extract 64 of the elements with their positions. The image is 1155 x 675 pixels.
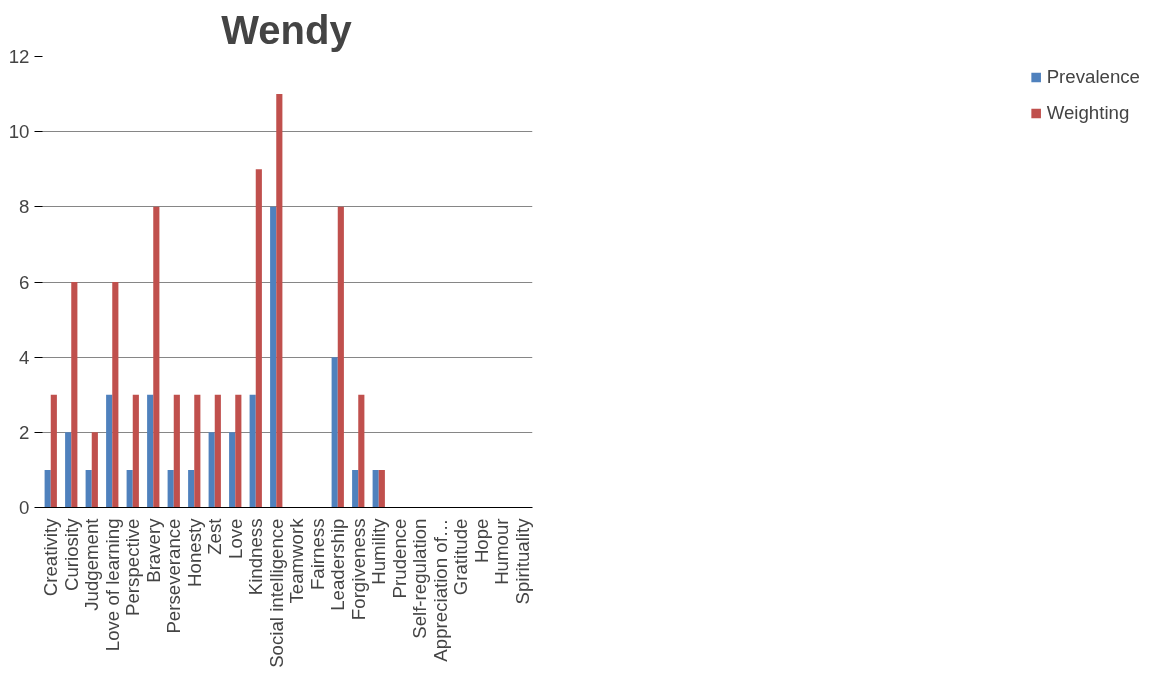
x-tick-label: Fairness (306, 518, 328, 591)
bar (194, 394, 201, 508)
bar (188, 469, 195, 508)
bar (358, 394, 365, 508)
x-tick-label: Perspective (122, 518, 144, 616)
x-tick-label: Bravery (142, 517, 164, 583)
x-tick-label: Kindness (245, 518, 267, 596)
x-tick-label: Love (224, 518, 246, 559)
bar (50, 394, 57, 508)
chart-title: Wendy (221, 7, 353, 52)
x-tick-label: Zest (204, 517, 226, 555)
x-tick-label: Self-regulation (409, 518, 431, 639)
bar (44, 469, 51, 508)
bar (276, 94, 283, 508)
bar (167, 469, 174, 508)
y-tick-label: 10 (8, 121, 30, 143)
y-tick-label: 0 (19, 497, 30, 518)
bar (331, 357, 338, 508)
x-tick-label: Humour (491, 518, 513, 585)
bar (249, 394, 256, 508)
x-tick-label: Humility (368, 517, 390, 585)
bar (65, 432, 72, 508)
x-tick-label: Hope (470, 518, 492, 564)
y-tick-label: 12 (8, 46, 30, 67)
bar (214, 394, 221, 508)
bar (132, 394, 139, 508)
bar (106, 394, 113, 508)
bar (352, 469, 359, 508)
y-tick-label: 6 (19, 271, 30, 293)
bar (208, 432, 215, 508)
bar (255, 169, 262, 508)
bar (378, 469, 385, 508)
bar (235, 394, 242, 508)
x-tick-label: Creativity (40, 517, 62, 597)
x-tick-label: Gratitude (450, 518, 472, 596)
x-tick-label: Social intelligence (265, 518, 287, 668)
x-tick-label: Appreciation of… (429, 518, 451, 662)
bar (147, 394, 154, 508)
x-tick-label: Spirituality (511, 517, 533, 605)
x-tick-label: Forgiveness (347, 518, 369, 621)
legend-label: Prevalence (1046, 66, 1140, 88)
y-tick-label: 8 (19, 196, 30, 218)
x-tick-label: Leadership (327, 518, 349, 611)
bar (91, 432, 98, 508)
x-tick-label: Perseverance (163, 518, 185, 634)
bar (112, 282, 119, 508)
bar (85, 469, 92, 508)
bar (229, 432, 236, 508)
bar (126, 469, 133, 508)
x-tick-label: Teamwork (286, 517, 308, 604)
y-tick-label: 4 (19, 346, 30, 368)
bar (71, 282, 78, 508)
x-tick-label: Love of learning (101, 518, 123, 652)
y-tick-label: 2 (19, 421, 30, 443)
bar (153, 206, 160, 508)
x-tick-label: Curiosity (60, 517, 82, 592)
bar (337, 206, 344, 508)
bar (372, 469, 379, 508)
x-tick-label: Judgement (81, 517, 103, 611)
bar (173, 394, 180, 508)
x-tick-label: Honesty (183, 517, 205, 587)
legend-label: Weighting (1046, 102, 1130, 124)
bar (270, 206, 277, 508)
x-tick-label: Prudence (388, 518, 410, 599)
